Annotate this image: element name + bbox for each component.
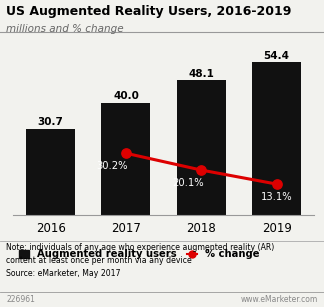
- Legend: Augmented reality users, % change: Augmented reality users, % change: [19, 249, 260, 259]
- Text: millions and % change: millions and % change: [6, 24, 124, 34]
- Bar: [252, 62, 301, 215]
- Bar: [177, 80, 226, 215]
- Text: 30.2%: 30.2%: [97, 161, 128, 171]
- Text: 30.7: 30.7: [38, 118, 64, 127]
- Text: 20.1%: 20.1%: [172, 178, 203, 188]
- Text: 226961: 226961: [6, 295, 35, 304]
- Text: Source: eMarketer, May 2017: Source: eMarketer, May 2017: [6, 269, 121, 278]
- Point: [199, 168, 204, 173]
- Text: 13.1%: 13.1%: [261, 192, 293, 202]
- Bar: [101, 103, 150, 215]
- Text: 40.0: 40.0: [113, 91, 139, 101]
- Bar: [26, 129, 75, 215]
- Point: [274, 182, 279, 187]
- Text: Note: individuals of any age who experience augmented reality (AR): Note: individuals of any age who experie…: [6, 243, 275, 251]
- Text: www.eMarketer.com: www.eMarketer.com: [240, 295, 318, 304]
- Text: 54.4: 54.4: [264, 51, 290, 61]
- Text: 48.1: 48.1: [188, 69, 214, 79]
- Text: content at least once per month via any device: content at least once per month via any …: [6, 256, 192, 265]
- Text: US Augmented Reality Users, 2016-2019: US Augmented Reality Users, 2016-2019: [6, 5, 292, 17]
- Point: [123, 151, 129, 156]
